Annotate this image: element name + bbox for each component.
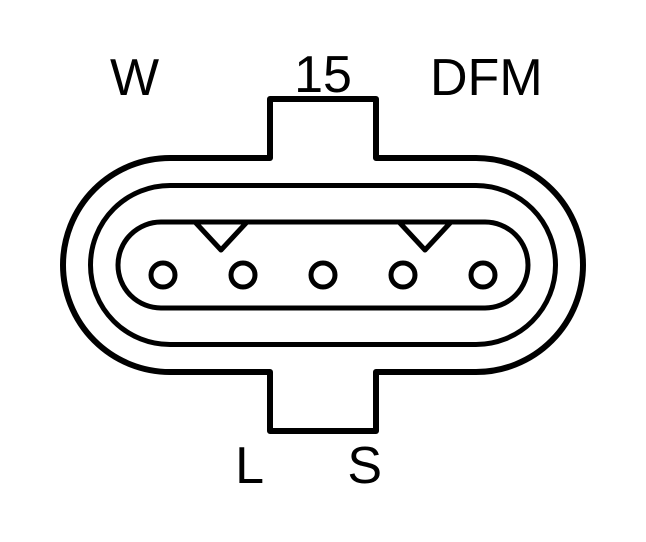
pin-label-l: L xyxy=(235,437,264,495)
keying-notch xyxy=(399,222,451,250)
connector-pin xyxy=(151,263,175,287)
keying-notch xyxy=(195,222,247,250)
connector-pin xyxy=(231,263,255,287)
pin-label-15: 15 xyxy=(294,46,352,104)
connector-pin xyxy=(311,263,335,287)
connector-pin xyxy=(391,263,415,287)
pin-label-s: S xyxy=(347,437,382,495)
connector-pins xyxy=(151,263,495,287)
connector-diagram: W 15 DFM L S xyxy=(0,0,646,542)
connector-keying-notches xyxy=(195,222,451,250)
pin-label-w: W xyxy=(110,49,159,107)
connector-pin xyxy=(471,263,495,287)
pin-label-dfm: DFM xyxy=(430,49,543,107)
